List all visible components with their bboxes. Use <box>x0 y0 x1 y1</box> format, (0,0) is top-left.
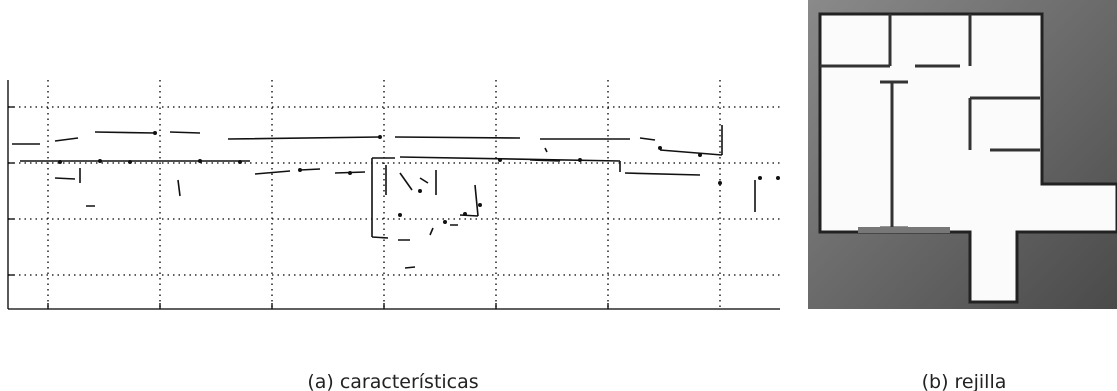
features-plot <box>8 80 780 309</box>
occupancy-grid <box>808 0 1117 309</box>
feature-segments <box>12 125 780 268</box>
caption: (b) rejilla <box>922 371 1007 391</box>
grid <box>8 80 780 309</box>
figure: (a) características (b) rejilla <box>0 0 1117 391</box>
caption: (a) características <box>307 371 478 391</box>
